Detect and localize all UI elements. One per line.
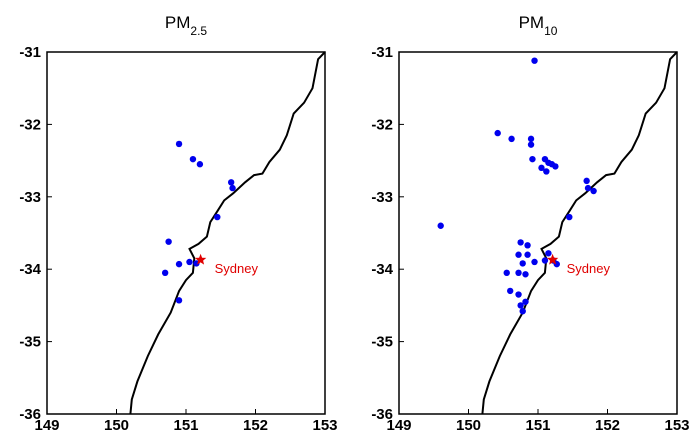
station-point <box>175 140 183 148</box>
y-tick-label: -32 <box>19 116 41 133</box>
x-tick-label: 152 <box>243 417 268 433</box>
station-point <box>543 168 550 175</box>
station-point <box>175 297 183 304</box>
station-point <box>584 184 592 192</box>
station-point <box>165 238 172 245</box>
y-tick-label: -35 <box>371 334 393 351</box>
station-point <box>494 129 501 137</box>
city-star-icon <box>546 253 559 265</box>
city-label: Sydney <box>567 261 611 276</box>
station-point <box>583 177 590 185</box>
x-tick-label: 149 <box>34 417 59 433</box>
station-point <box>175 260 183 268</box>
y-tick-label: -36 <box>19 406 41 423</box>
station-point <box>196 161 204 168</box>
y-tick-label: -32 <box>371 116 393 133</box>
ticks: 149 150 151 152 153 -31 -32 -33 -34 -35 -36 <box>371 44 689 433</box>
panel-pm25: PM2.5 149 150 151 152 153-31-32-33-34-35-36 … <box>19 13 337 433</box>
panel-title-pm10: PM10 <box>519 13 558 38</box>
station-point <box>566 213 573 221</box>
city-label: Sydney <box>215 261 259 276</box>
y-tick-label: -34 <box>371 261 393 278</box>
station-point <box>531 258 538 266</box>
station-point <box>517 302 524 309</box>
station-point <box>524 251 531 258</box>
x-tick-label: 149 <box>386 417 411 433</box>
panel-title-pm25: PM2.5 <box>165 13 208 38</box>
coastline <box>129 51 326 415</box>
station-point <box>519 260 526 267</box>
station-point <box>522 298 529 305</box>
station-point <box>189 155 197 163</box>
y-tick-label: -34 <box>19 261 41 278</box>
station-point <box>508 135 515 143</box>
station-point <box>519 307 526 315</box>
station-point <box>503 269 510 277</box>
station-point <box>515 251 522 258</box>
axes-frame <box>398 51 678 415</box>
x-tick-label: 151 <box>173 417 198 433</box>
station-point <box>538 164 545 172</box>
station-point <box>214 213 221 221</box>
station-point <box>186 258 193 266</box>
x-tick-label: 153 <box>312 417 337 433</box>
station-points <box>161 140 236 304</box>
y-tick-label: -33 <box>19 189 41 206</box>
y-tick-label: -36 <box>371 406 393 423</box>
y-tick-label: -35 <box>19 334 41 351</box>
station-point <box>527 141 535 148</box>
station-point <box>524 242 531 249</box>
station-point <box>161 269 169 277</box>
city-marker: Sydney <box>546 253 611 276</box>
station-point <box>227 179 235 186</box>
y-tick-label: -31 <box>19 44 41 61</box>
station-point <box>541 257 549 264</box>
x-tick-label: 153 <box>664 417 689 433</box>
station-point <box>545 250 552 257</box>
y-tick-label: -33 <box>371 189 393 206</box>
x-tick-label: 152 <box>595 417 620 433</box>
station-point <box>531 57 538 64</box>
station-point <box>229 184 236 192</box>
station-point <box>529 155 536 163</box>
station-point <box>552 163 559 170</box>
station-point <box>437 222 444 229</box>
y-tick-label: -31 <box>371 44 393 61</box>
x-tick-label: 150 <box>456 417 481 433</box>
station-point <box>515 291 522 298</box>
city-marker: Sydney <box>194 253 259 276</box>
ticks: 149 150 151 152 153 -31 -32 -33 -34 -35 -36 <box>19 44 337 433</box>
station-point <box>515 269 522 277</box>
axes-frame <box>46 51 326 415</box>
station-points <box>437 57 597 315</box>
station-point <box>522 271 529 278</box>
station-point <box>527 135 535 143</box>
station-point <box>507 287 514 295</box>
panel-pm10: PM10 149 150 151 152 153 -31 -32 -33 -34 -35 -36 S… <box>371 13 689 433</box>
city-star-icon <box>194 253 207 265</box>
x-tick-label: 150 <box>104 417 129 433</box>
coastline <box>481 51 678 415</box>
station-point <box>517 239 524 246</box>
station-point <box>590 187 597 195</box>
x-tick-label: 151 <box>525 417 550 433</box>
